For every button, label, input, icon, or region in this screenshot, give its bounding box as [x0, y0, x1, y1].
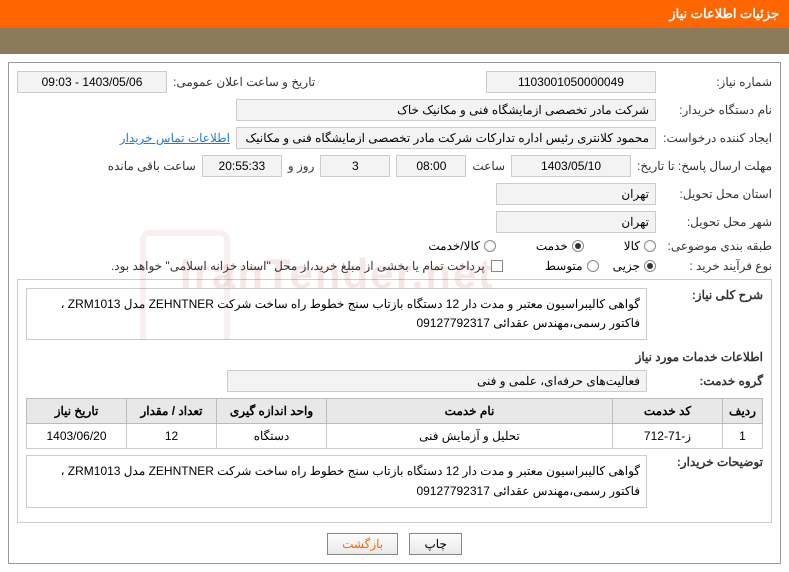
subject-class-kala[interactable]: کالا	[624, 239, 656, 253]
cell-unit: دستگاه	[217, 424, 327, 449]
buyer-org-value: شرکت مادر تخصصی ازمایشگاه فنی و مکانیک خ…	[236, 99, 656, 121]
deadline-time: 08:00	[396, 155, 466, 177]
main-panel: شماره نیاز: 1103001050000049 تاریخ و ساع…	[8, 62, 781, 564]
city-label: شهر محل تحویل:	[662, 215, 772, 229]
button-row: چاپ بازگشت	[17, 533, 772, 555]
process-type-group: جزیی متوسط	[545, 259, 656, 273]
general-desc-value: گواهی کالیبراسیون معتبر و مدت دار 12 دست…	[26, 288, 647, 340]
th-date: تاریخ نیاز	[27, 399, 127, 424]
subject-class-kala-label: کالا	[624, 239, 640, 253]
cell-qty: 12	[127, 424, 217, 449]
details-block: شرح کلی نیاز: گواهی کالیبراسیون معتبر و …	[17, 279, 772, 523]
radio-icon	[644, 260, 656, 272]
need-number-value: 1103001050000049	[486, 71, 656, 93]
th-code: کد خدمت	[613, 399, 723, 424]
deadline-days-label: روز و	[288, 159, 315, 173]
subject-class-khedmat[interactable]: خدمت	[536, 239, 584, 253]
service-group-value: فعالیت‌های حرفه‌ای، علمی و فنی	[227, 370, 647, 392]
radio-icon	[572, 240, 584, 252]
general-desc-label: شرح کلی نیاز:	[653, 288, 763, 302]
cell-date: 1403/06/20	[27, 424, 127, 449]
cell-name: تحلیل و آزمایش فنی	[327, 424, 613, 449]
buyer-org-label: نام دستگاه خریدار:	[662, 103, 772, 117]
deadline-time-label: ساعت	[472, 159, 505, 173]
treasury-checkbox[interactable]	[491, 260, 503, 272]
subject-class-label: طبقه بندی موضوعی:	[662, 239, 772, 253]
process-type-medium-label: متوسط	[545, 259, 583, 273]
deadline-label: مهلت ارسال پاسخ: تا تاریخ:	[637, 159, 772, 173]
th-qty: تعداد / مقدار	[127, 399, 217, 424]
need-number-label: شماره نیاز:	[662, 75, 772, 89]
province-value: تهران	[496, 183, 656, 205]
th-unit: واحد اندازه گیری	[217, 399, 327, 424]
radio-icon	[644, 240, 656, 252]
process-type-label: نوع فرآیند خرید :	[662, 259, 772, 273]
service-group-label: گروه خدمت:	[653, 374, 763, 388]
requester-value: محمود کلانتری رئیس اداره تدارکات شرکت ما…	[236, 127, 656, 149]
subject-class-khedmat-label: خدمت	[536, 239, 568, 253]
process-type-minor[interactable]: جزیی	[613, 259, 656, 273]
print-button[interactable]: چاپ	[409, 533, 461, 555]
cell-row: 1	[723, 424, 763, 449]
announce-date-value: 1403/05/06 - 09:03	[17, 71, 167, 93]
city-value: تهران	[496, 211, 656, 233]
subject-class-group: کالا خدمت کالا/خدمت	[428, 239, 656, 253]
table-row: 1 ز-71-712 تحلیل و آزمایش فنی دستگاه 12 …	[27, 424, 763, 449]
province-label: استان محل تحویل:	[662, 187, 772, 201]
cell-code: ز-71-712	[613, 424, 723, 449]
deadline-days: 3	[320, 155, 390, 177]
radio-icon	[484, 240, 496, 252]
subject-class-both-label: کالا/خدمت	[428, 239, 479, 253]
process-type-minor-label: جزیی	[613, 259, 640, 273]
th-name: نام خدمت	[327, 399, 613, 424]
announce-date-label: تاریخ و ساعت اعلان عمومی:	[173, 75, 315, 89]
tab-bar	[0, 28, 789, 54]
requester-label: ایجاد کننده درخواست:	[662, 131, 772, 145]
services-section-title: اطلاعات خدمات مورد نیاز	[26, 350, 763, 364]
deadline-remain-label: ساعت باقی مانده	[108, 159, 196, 173]
treasury-note: پرداخت تمام یا بخشی از مبلغ خرید،از محل …	[111, 259, 485, 273]
buyer-notes-value: گواهی کالیبراسیون معتبر و مدت دار 12 دست…	[26, 455, 647, 507]
process-type-medium[interactable]: متوسط	[545, 259, 599, 273]
deadline-countdown: 20:55:33	[202, 155, 282, 177]
radio-icon	[587, 260, 599, 272]
subject-class-both[interactable]: کالا/خدمت	[428, 239, 495, 253]
buyer-contact-link[interactable]: اطلاعات تماس خریدار	[120, 131, 230, 145]
th-row: ردیف	[723, 399, 763, 424]
buyer-notes-label: توضیحات خریدار:	[653, 455, 763, 469]
page-title: جزئیات اطلاعات نیاز	[0, 0, 789, 28]
services-table: ردیف کد خدمت نام خدمت واحد اندازه گیری ت…	[26, 398, 763, 449]
back-button[interactable]: بازگشت	[327, 533, 398, 555]
deadline-date: 1403/05/10	[511, 155, 631, 177]
